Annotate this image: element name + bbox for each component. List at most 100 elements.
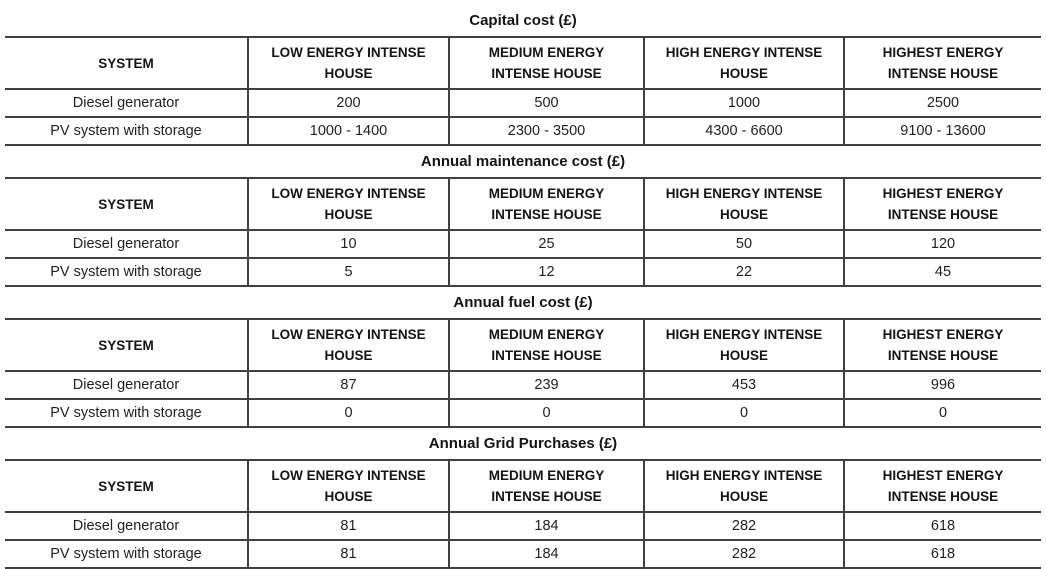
header-line: SYSTEM [98,478,154,494]
column-header-high-energy: HIGH ENERGY INTENSE HOUSE [643,36,843,88]
header-line: INTENSE HOUSE [887,207,999,222]
value-cell: 45 [843,257,1041,285]
value-cell: 25 [448,229,643,257]
column-header-medium-energy: MEDIUM ENERGY INTENSE HOUSE [448,177,643,229]
table-title: Annual maintenance cost (£) [420,153,626,170]
header-line: HIGH ENERGY INTENSE [665,186,823,201]
table-grid: SYSTEM LOW ENERGY INTENSE HOUSE MEDIUM E… [5,459,1041,569]
value-cell: 81 [247,539,448,567]
header-line: HOUSE [719,348,768,363]
header-line: INTENSE HOUSE [491,66,602,81]
value-cell: 618 [843,539,1041,567]
table-title: Annual fuel cost (£) [453,294,593,311]
value-cell: 500 [448,88,643,116]
column-header-highest-energy: HIGHEST ENERGY INTENSE HOUSE [843,177,1041,229]
column-header-highest-energy: HIGHEST ENERGY INTENSE HOUSE [843,318,1041,370]
column-header-system: SYSTEM [5,177,247,229]
row-label-diesel: Diesel generator [5,511,247,539]
value-cell: 2500 [843,88,1041,116]
value-cell: 87 [247,370,448,398]
header-line: HIGH ENERGY INTENSE [665,468,823,483]
header-line: LOW ENERGY INTENSE [271,45,426,60]
header-line: LOW ENERGY INTENSE [271,327,426,342]
header-line: HIGHEST ENERGY [882,468,1004,483]
value-cell: 239 [448,370,643,398]
column-header-high-energy: HIGH ENERGY INTENSE HOUSE [643,318,843,370]
header-line: HOUSE [719,207,768,222]
row-label-diesel: Diesel generator [5,229,247,257]
row-label-pv: PV system with storage [5,116,247,144]
header-line: HIGH ENERGY INTENSE [665,45,823,60]
header-line: HIGHEST ENERGY [882,186,1004,201]
value-cell: 0 [843,398,1041,426]
row-label-pv: PV system with storage [5,257,247,285]
value-cell: 5 [247,257,448,285]
column-header-highest-energy: HIGHEST ENERGY INTENSE HOUSE [843,36,1041,88]
capital-cost-table: Capital cost (£) SYSTEM LOW ENERGY INTEN… [5,5,1041,146]
table-grid: SYSTEM LOW ENERGY INTENSE HOUSE MEDIUM E… [5,177,1041,287]
row-label-diesel: Diesel generator [5,88,247,116]
row-label-diesel: Diesel generator [5,370,247,398]
header-line: INTENSE HOUSE [491,348,602,363]
value-cell: 10 [247,229,448,257]
column-header-low-energy: LOW ENERGY INTENSE HOUSE [247,177,448,229]
value-cell: 50 [643,229,843,257]
grid-purchases-table: Annual Grid Purchases (£) SYSTEM LOW ENE… [5,428,1041,569]
column-header-high-energy: HIGH ENERGY INTENSE HOUSE [643,177,843,229]
header-line: MEDIUM ENERGY [488,186,605,201]
header-line: HOUSE [324,66,373,81]
header-line: HIGHEST ENERGY [882,45,1004,60]
header-line: SYSTEM [98,337,154,353]
value-cell: 120 [843,229,1041,257]
header-line: HOUSE [719,489,768,504]
value-cell: 81 [247,511,448,539]
value-cell: 0 [448,398,643,426]
column-header-medium-energy: MEDIUM ENERGY INTENSE HOUSE [448,459,643,511]
header-line: LOW ENERGY INTENSE [271,186,426,201]
value-cell: 282 [643,539,843,567]
column-header-low-energy: LOW ENERGY INTENSE HOUSE [247,36,448,88]
row-label-pv: PV system with storage [5,539,247,567]
row-label-pv: PV system with storage [5,398,247,426]
header-line: HIGH ENERGY INTENSE [665,327,823,342]
fuel-cost-table: Annual fuel cost (£) SYSTEM LOW ENERGY I… [5,287,1041,428]
header-line: HOUSE [324,489,373,504]
header-line: SYSTEM [98,55,154,71]
value-cell: 618 [843,511,1041,539]
table-grid: SYSTEM LOW ENERGY INTENSE HOUSE MEDIUM E… [5,36,1041,146]
header-line: HOUSE [324,207,373,222]
maintenance-cost-table: Annual maintenance cost (£) SYSTEM LOW E… [5,146,1041,287]
header-line: HIGHEST ENERGY [882,327,1004,342]
column-header-low-energy: LOW ENERGY INTENSE HOUSE [247,459,448,511]
header-line: MEDIUM ENERGY [488,45,605,60]
column-header-highest-energy: HIGHEST ENERGY INTENSE HOUSE [843,459,1041,511]
value-cell: 0 [643,398,843,426]
table-title: Capital cost (£) [469,12,577,29]
header-line: MEDIUM ENERGY [488,468,605,483]
column-header-medium-energy: MEDIUM ENERGY INTENSE HOUSE [448,318,643,370]
value-cell: 184 [448,511,643,539]
value-cell: 1000 [643,88,843,116]
value-cell: 22 [643,257,843,285]
column-header-system: SYSTEM [5,318,247,370]
header-line: HOUSE [719,66,768,81]
column-header-high-energy: HIGH ENERGY INTENSE HOUSE [643,459,843,511]
table-title: Annual Grid Purchases (£) [428,435,618,452]
header-line: LOW ENERGY INTENSE [271,468,426,483]
header-line: SYSTEM [98,196,154,212]
value-cell: 12 [448,257,643,285]
value-cell: 184 [448,539,643,567]
column-header-system: SYSTEM [5,459,247,511]
column-header-system: SYSTEM [5,36,247,88]
header-line: INTENSE HOUSE [887,348,999,363]
table-grid: SYSTEM LOW ENERGY INTENSE HOUSE MEDIUM E… [5,318,1041,428]
value-cell: 9100 - 13600 [843,116,1041,144]
value-cell: 4300 - 6600 [643,116,843,144]
value-cell: 1000 - 1400 [247,116,448,144]
header-line: MEDIUM ENERGY [488,327,605,342]
header-line: HOUSE [324,348,373,363]
value-cell: 996 [843,370,1041,398]
value-cell: 2300 - 3500 [448,116,643,144]
column-header-medium-energy: MEDIUM ENERGY INTENSE HOUSE [448,36,643,88]
